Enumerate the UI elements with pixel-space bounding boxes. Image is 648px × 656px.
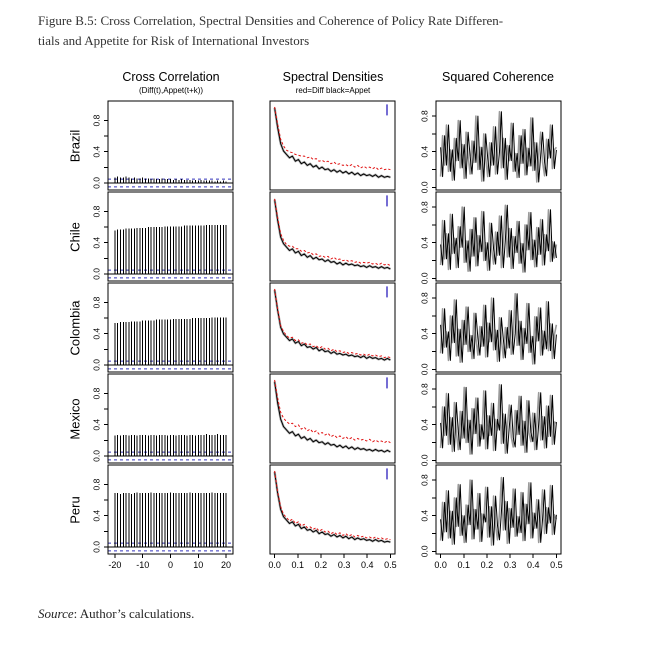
svg-text:0.8: 0.8	[92, 387, 102, 399]
svg-text:10: 10	[193, 560, 203, 570]
svg-text:0.8: 0.8	[420, 474, 430, 486]
svg-text:0.4: 0.4	[420, 510, 430, 522]
svg-text:0.0: 0.0	[420, 545, 430, 557]
column-title-cross-correlation: Cross Correlation	[122, 70, 220, 84]
svg-text:0.1: 0.1	[458, 560, 471, 570]
coherence-panel-brazil: 0.0 0.4 0.8	[420, 100, 562, 193]
figure-caption: Figure B.5: Cross Correlation, Spectral …	[38, 11, 638, 51]
ccf-panel-peru: 0.0 0.4 0.8	[92, 464, 234, 555]
svg-text:0.5: 0.5	[550, 560, 563, 570]
svg-text:0.1: 0.1	[292, 560, 305, 570]
svg-text:0.4: 0.4	[527, 560, 540, 570]
svg-text:0.8: 0.8	[420, 292, 430, 304]
spectral-panel-chile	[269, 191, 396, 282]
svg-text:0.0: 0.0	[92, 268, 102, 280]
svg-text:0.2: 0.2	[481, 560, 494, 570]
coherence-panel-colombia: 0.0 0.4 0.8	[420, 282, 562, 375]
svg-text:0.4: 0.4	[92, 510, 102, 522]
svg-text:0.8: 0.8	[92, 205, 102, 217]
ccf-panel-mexico: 0.0 0.4 0.8	[92, 373, 234, 464]
ccf-x-axis: -20 -10 0 10 20	[108, 554, 231, 570]
column-subtitle-cross-correlation: (Diff(t),Appet(t+k))	[138, 86, 204, 95]
coherence-panel-peru: 0.0 0.4 0.8	[420, 464, 562, 557]
source-note: Source: Author’s calculations.	[38, 606, 194, 622]
ccf-panel-brazil: 0.0 0.4 0.8	[92, 100, 234, 191]
svg-text:0.8: 0.8	[420, 110, 430, 122]
svg-text:0.8: 0.8	[92, 478, 102, 490]
svg-text:0.0: 0.0	[92, 359, 102, 371]
svg-text:0.4: 0.4	[92, 328, 102, 340]
svg-text:0.0: 0.0	[420, 363, 430, 375]
svg-text:-20: -20	[108, 560, 121, 570]
svg-text:0.8: 0.8	[92, 114, 102, 126]
spectral-panel-mexico	[269, 373, 396, 464]
svg-text:0.8: 0.8	[420, 383, 430, 395]
svg-text:0.4: 0.4	[92, 237, 102, 249]
figure-caption-line2: tials and Appetite for Risk of Internati…	[38, 33, 310, 49]
coherence-x-axis: 0.0 0.1 0.2 0.3 0.4 0.5	[434, 554, 563, 570]
spectral-panel-peru	[269, 464, 396, 555]
svg-text:0.3: 0.3	[504, 560, 517, 570]
svg-text:0.4: 0.4	[361, 560, 374, 570]
svg-text:0.4: 0.4	[420, 237, 430, 249]
svg-text:0.4: 0.4	[420, 328, 430, 340]
source-text: : Author’s calculations.	[73, 606, 195, 621]
svg-text:0.0: 0.0	[92, 541, 102, 553]
svg-text:-10: -10	[136, 560, 149, 570]
spectral-x-axis: 0.0 0.1 0.2 0.3 0.4 0.5	[268, 554, 397, 570]
svg-text:0.5: 0.5	[384, 560, 397, 570]
svg-text:0: 0	[168, 560, 173, 570]
svg-text:0.0: 0.0	[92, 450, 102, 462]
svg-text:0.8: 0.8	[92, 296, 102, 308]
spectral-panel-colombia	[269, 282, 396, 373]
svg-text:0.4: 0.4	[420, 419, 430, 431]
svg-text:0.3: 0.3	[338, 560, 351, 570]
svg-text:0.4: 0.4	[92, 419, 102, 431]
ccf-panel-chile: 0.0 0.4 0.8	[92, 191, 234, 282]
svg-text:0.0: 0.0	[268, 560, 281, 570]
svg-text:0.0: 0.0	[434, 560, 447, 570]
svg-text:0.0: 0.0	[420, 181, 430, 193]
source-label: Source	[38, 606, 74, 621]
column-title-squared-coherence: Squared Coherence	[442, 70, 554, 84]
column-subtitle-spectral-densities: red=Diff black=Appet	[295, 86, 371, 95]
coherence-panel-chile: 0.0 0.4 0.8	[420, 191, 562, 284]
svg-text:0.4: 0.4	[420, 146, 430, 158]
svg-text:0.4: 0.4	[92, 146, 102, 158]
svg-text:0.0: 0.0	[92, 177, 102, 189]
ccf-panel-colombia: 0.0 0.4 0.8	[92, 282, 234, 373]
figure-caption-line1: Figure B.5: Cross Correlation, Spectral …	[38, 13, 504, 28]
svg-text:0.0: 0.0	[420, 272, 430, 284]
svg-text:20: 20	[221, 560, 231, 570]
spectral-panel-brazil	[269, 100, 396, 191]
column-title-spectral-densities: Spectral Densities	[282, 70, 384, 84]
svg-text:0.0: 0.0	[420, 454, 430, 466]
svg-text:0.8: 0.8	[420, 201, 430, 213]
svg-text:0.2: 0.2	[315, 560, 328, 570]
coherence-panel-mexico: 0.0 0.4 0.8	[420, 373, 562, 466]
